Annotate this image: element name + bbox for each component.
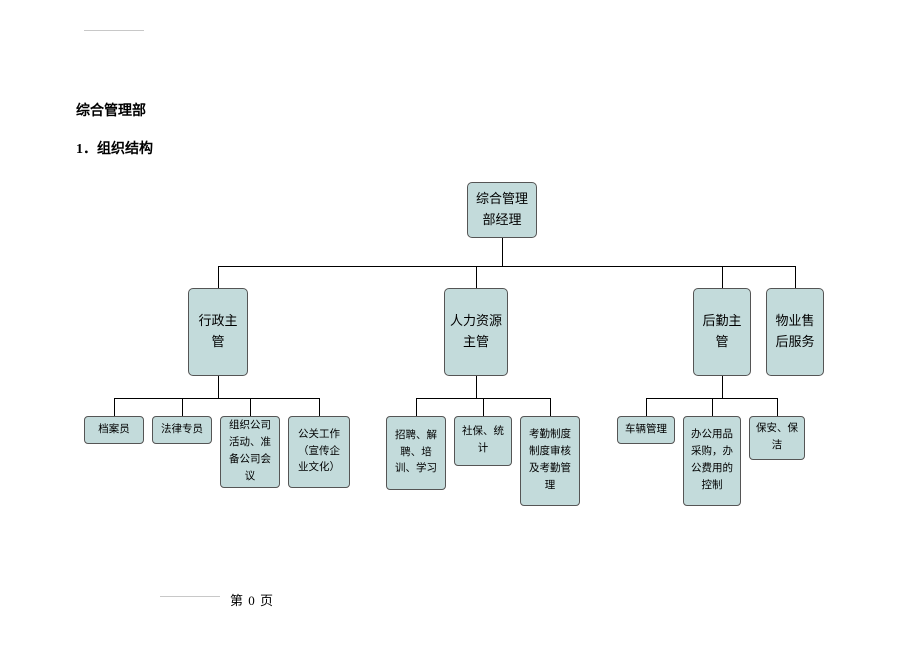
node-label: 组织公司活动、准备公司会议 — [225, 418, 275, 485]
connector — [483, 398, 484, 416]
node-label: 后勤主管 — [698, 311, 746, 353]
node-label: 综合管理部经理 — [472, 189, 532, 231]
connector — [250, 398, 251, 416]
node-leaf: 招聘、解聘、培训、学习 — [386, 416, 446, 490]
node-label: 法律专员 — [161, 422, 203, 439]
node-leaf: 考勤制度制度审核及考勤管理 — [520, 416, 580, 506]
connector — [777, 398, 778, 416]
connector — [712, 398, 713, 416]
node-label: 档案员 — [98, 422, 130, 439]
node-label: 考勤制度制度审核及考勤管理 — [525, 427, 575, 494]
connector — [218, 266, 219, 288]
section-heading: 1．组织结构 — [76, 138, 153, 158]
connector — [502, 238, 503, 266]
node-hr: 人力资源主管 — [444, 288, 508, 376]
node-root: 综合管理部经理 — [467, 182, 537, 238]
node-leaf: 社保、统计 — [454, 416, 512, 466]
node-leaf: 档案员 — [84, 416, 144, 444]
top-mark — [84, 30, 144, 31]
node-label: 公关工作（宣传企业文化） — [293, 427, 345, 477]
connector — [476, 266, 477, 288]
node-label: 社保、统计 — [459, 424, 507, 458]
node-logistic: 后勤主管 — [693, 288, 751, 376]
connector — [114, 398, 319, 399]
connector — [550, 398, 551, 416]
connector — [218, 376, 219, 398]
node-leaf: 公关工作（宣传企业文化） — [288, 416, 350, 488]
footer-mark — [160, 596, 220, 597]
connector — [114, 398, 115, 416]
node-leaf: 组织公司活动、准备公司会议 — [220, 416, 280, 488]
connector — [319, 398, 320, 416]
node-leaf: 办公用品采购，办公费用的控制 — [683, 416, 741, 506]
node-leaf: 法律专员 — [152, 416, 212, 444]
node-admin: 行政主管 — [188, 288, 248, 376]
node-property: 物业售后服务 — [766, 288, 824, 376]
connector — [182, 398, 183, 416]
node-label: 物业售后服务 — [771, 311, 819, 353]
node-leaf: 保安、保洁 — [749, 416, 805, 460]
connector — [646, 398, 647, 416]
node-label: 招聘、解聘、培训、学习 — [391, 428, 441, 478]
connector — [218, 266, 795, 267]
node-label: 人力资源主管 — [449, 311, 503, 353]
connector — [416, 398, 417, 416]
connector — [795, 266, 796, 288]
node-leaf: 车辆管理 — [617, 416, 675, 444]
node-label: 办公用品采购，办公费用的控制 — [688, 427, 736, 494]
page-title: 综合管理部 — [76, 100, 146, 120]
page-number: 第 0 页 — [230, 590, 274, 609]
connector — [476, 376, 477, 398]
node-label: 保安、保洁 — [754, 421, 800, 455]
connector — [722, 266, 723, 288]
node-label: 行政主管 — [193, 311, 243, 353]
connector — [722, 376, 723, 398]
node-label: 车辆管理 — [625, 422, 667, 439]
